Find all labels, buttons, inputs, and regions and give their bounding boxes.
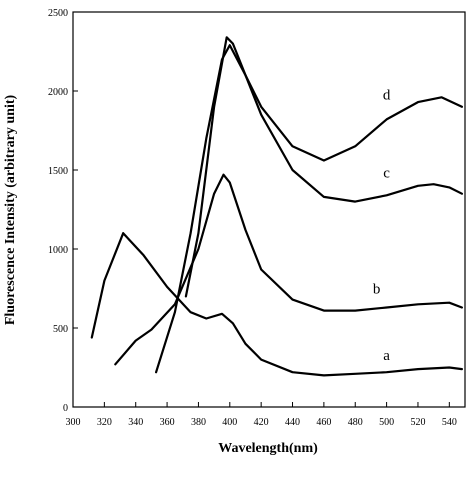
y-tick-label: 1500 (48, 166, 68, 177)
x-tick-label: 440 (285, 417, 300, 428)
y-tick-label: 500 (53, 324, 68, 335)
plot-frame (72, 11, 466, 408)
series-label: c (383, 165, 390, 181)
y-tick-label: 2500 (48, 8, 68, 19)
x-tick-label: 360 (160, 417, 175, 428)
x-tick-label: 520 (410, 417, 425, 428)
x-axis-title: Wavelength(nm) (218, 441, 318, 456)
line-series (155, 44, 463, 374)
x-tick-label: 380 (191, 417, 206, 428)
x-tick-label: 460 (316, 417, 331, 428)
y-tick-label: 1000 (48, 245, 68, 256)
y-axis-title: Fluorescence Intensity (arbitrary unit) (3, 95, 18, 326)
series-label: b (373, 281, 381, 297)
series-label: d (383, 87, 391, 103)
x-tick-label: 480 (348, 417, 363, 428)
series-label: a (383, 348, 390, 364)
y-tick-label: 2000 (48, 87, 68, 98)
x-tick-label: 400 (222, 417, 237, 428)
line-series (114, 173, 463, 366)
x-tick-label: 500 (379, 417, 394, 428)
x-tick-label: 340 (128, 417, 143, 428)
line-series (90, 232, 463, 377)
x-tick-label: 300 (66, 417, 81, 428)
x-tick-label: 320 (97, 417, 112, 428)
x-tick-label: 540 (442, 417, 457, 428)
line-series (184, 36, 463, 298)
x-tick-label: 420 (254, 417, 269, 428)
y-tick-label: 0 (63, 403, 68, 414)
